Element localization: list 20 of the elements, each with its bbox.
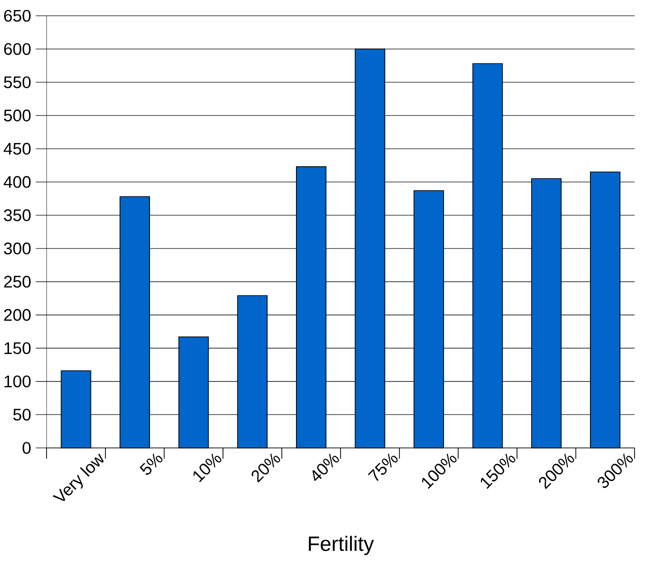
- y-tick-label: 550: [4, 76, 31, 88]
- x-tick-label: 10%: [193, 453, 222, 482]
- y-tick-label: 50: [13, 408, 31, 421]
- y-tick-label: 100: [4, 375, 31, 388]
- y-tick-label: 450: [4, 142, 31, 155]
- y-tick-label: 250: [4, 276, 31, 288]
- y-tick-label: 650: [4, 10, 31, 22]
- x-tick-label: Very low: [52, 453, 104, 502]
- y-tick-label: 0: [22, 442, 31, 454]
- y-tick-label: 200: [4, 308, 31, 321]
- x-axis-title: Fertility: [308, 536, 374, 556]
- x-tick-label: 5%: [140, 453, 162, 475]
- y-tick-label: 300: [4, 242, 31, 254]
- y-tick-label: 350: [4, 209, 31, 222]
- y-tick-label: 150: [4, 342, 31, 354]
- y-tick-label: 500: [4, 110, 31, 122]
- x-tick-label: 40%: [312, 453, 339, 481]
- y-tick-label: 400: [4, 176, 31, 188]
- y-tick-label: 600: [4, 43, 31, 55]
- x-tick-label: 75%: [368, 453, 398, 481]
